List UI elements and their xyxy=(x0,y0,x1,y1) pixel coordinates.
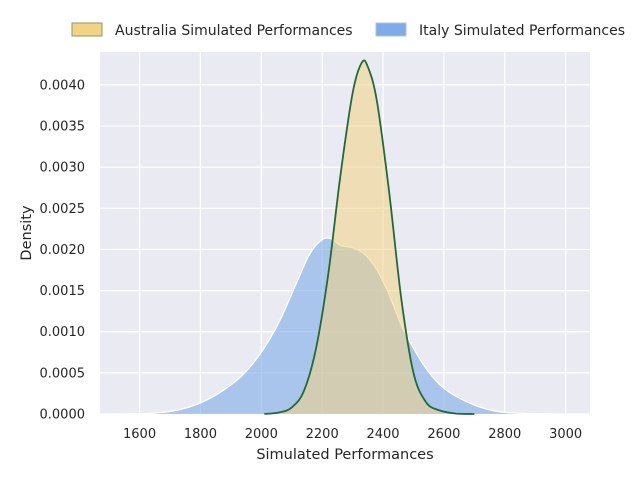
x-tick-label: 2400 xyxy=(366,427,399,442)
x-tick-label: 2000 xyxy=(245,427,278,442)
x-tick-label: 1800 xyxy=(184,427,217,442)
legend: Australia Simulated Performances Italy S… xyxy=(71,22,625,39)
y-tick-label: 0.0010 xyxy=(40,325,86,340)
y-tick-labels: 0.0000 0.0005 0.0010 0.0015 0.0020 0.0025 0.00… xyxy=(40,78,86,422)
y-tick-label: 0.0015 xyxy=(40,284,86,299)
x-tick-label: 3000 xyxy=(549,427,582,442)
legend-label-australia: Australia Simulated Performances xyxy=(115,23,353,39)
x-tick-label: 1600 xyxy=(123,427,156,442)
x-tick-label: 2600 xyxy=(427,427,460,442)
y-tick-label: 0.0035 xyxy=(40,120,86,135)
australia-density-line xyxy=(264,59,475,415)
x-tick-label: 2200 xyxy=(306,427,339,442)
y-axis-label: Density xyxy=(19,205,35,261)
legend-label-italy: Italy Simulated Performances xyxy=(419,23,625,39)
legend-swatch-australia xyxy=(71,22,103,37)
australia-density-area xyxy=(264,60,475,414)
y-tick-label: 0.0025 xyxy=(40,202,86,217)
y-tick-label: 0.0020 xyxy=(40,243,86,258)
y-tick-label: 0.0000 xyxy=(40,408,86,423)
x-tick-label: 2800 xyxy=(488,427,521,442)
y-tick-label: 0.0040 xyxy=(40,78,86,93)
series-layer xyxy=(121,59,557,415)
x-tick-labels: 1600 1800 2000 2200 2400 2600 2800 3000 xyxy=(123,427,582,442)
legend-swatch-italy xyxy=(375,22,407,37)
y-tick-label: 0.0030 xyxy=(40,161,86,176)
y-tick-label: 0.0005 xyxy=(40,366,86,381)
x-axis-label: Simulated Performances xyxy=(256,447,433,463)
